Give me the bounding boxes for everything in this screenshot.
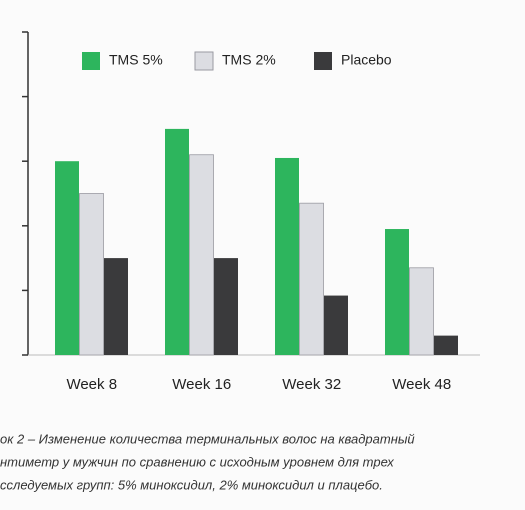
bar: [299, 202, 324, 356]
bar: [104, 258, 128, 355]
bar: [385, 229, 409, 355]
bar: [55, 161, 79, 355]
x-tick-label: Week 8: [66, 376, 117, 393]
bar: [275, 157, 299, 355]
caption-line: сследуемых групп: 5% миноксидил, 2% мино…: [0, 477, 383, 492]
bar: [434, 335, 458, 355]
caption-line: ок 2 – Изменение количества терминальных…: [0, 431, 415, 446]
bar: [79, 193, 104, 356]
legend-swatch: [314, 52, 332, 70]
bar: [189, 154, 214, 356]
legend-label: TMS 2%: [222, 52, 276, 68]
legend-label: TMS 5%: [109, 52, 163, 68]
legend-swatch: [194, 51, 214, 71]
x-tick-label: Week 32: [282, 376, 341, 393]
bar: [214, 258, 238, 355]
legend-label: Placebo: [341, 52, 392, 68]
caption-line: нтиметр у мужчин по сравнению с исходным…: [0, 454, 394, 469]
bar: [409, 267, 434, 356]
legend-swatch: [82, 52, 100, 70]
bar: [165, 128, 189, 355]
bar: [324, 295, 348, 355]
x-tick-label: Week 16: [172, 376, 231, 393]
x-tick-label: Week 48: [392, 376, 451, 393]
